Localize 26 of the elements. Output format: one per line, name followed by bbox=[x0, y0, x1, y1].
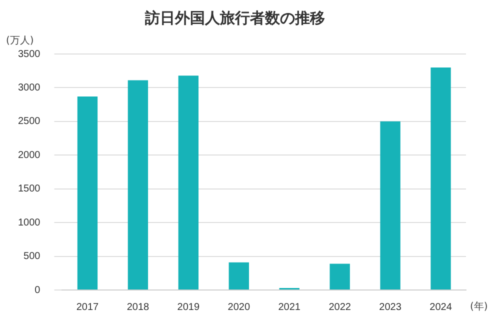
y-tick-label: 0 bbox=[34, 284, 41, 296]
x-tick-label: 2018 bbox=[126, 302, 150, 313]
y-axis-title: (万人) bbox=[6, 36, 34, 47]
y-tick-label: 2000 bbox=[18, 150, 41, 161]
x-tick-label: 2023 bbox=[379, 302, 402, 313]
y-tick-label: 3500 bbox=[18, 48, 41, 60]
x-tick-label: 2020 bbox=[228, 302, 250, 313]
x-tick-label: 2022 bbox=[328, 302, 352, 313]
chart-title: 訪日外国人旅行者数の推移 bbox=[144, 8, 325, 27]
bar bbox=[228, 262, 249, 290]
bar bbox=[178, 76, 199, 290]
bar bbox=[430, 67, 451, 290]
y-tick-label: 1000 bbox=[18, 217, 41, 228]
y-tick-label: 2500 bbox=[18, 116, 41, 128]
x-tick-label: 2017 bbox=[76, 302, 100, 313]
bar bbox=[77, 96, 98, 290]
x-tick-label: 2024 bbox=[430, 302, 452, 313]
x-axis-title: (年) bbox=[470, 300, 488, 313]
y-tick-label: 3000 bbox=[18, 82, 41, 94]
x-tick-label: 2021 bbox=[278, 302, 301, 313]
bar bbox=[330, 264, 350, 290]
x-tick-label: 2019 bbox=[177, 302, 200, 313]
y-tick-label: 1500 bbox=[18, 184, 41, 195]
y-tick-label: 500 bbox=[24, 251, 41, 262]
bar bbox=[128, 80, 148, 290]
bar bbox=[380, 121, 400, 290]
